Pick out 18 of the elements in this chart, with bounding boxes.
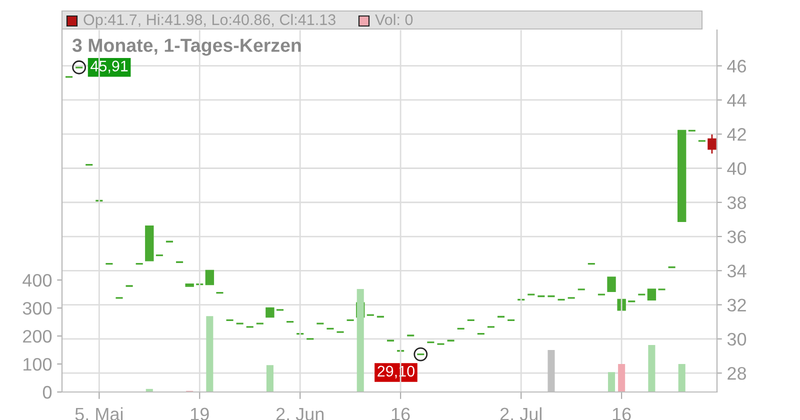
y2-tick-label: 42	[727, 128, 746, 141]
y2-tick-label: 46	[727, 60, 746, 73]
text: Op:41.7, Hi:41.98, Lo:40.86, Cl:41.13	[84, 14, 336, 28]
y-tick-label: 300	[22, 302, 52, 315]
chart-title: 3 Monate, 1-Tages-Kerzen	[72, 38, 301, 56]
y2-tick-label: 28	[728, 366, 746, 380]
y2-tick-label: 36	[727, 230, 746, 244]
y-tick-label: 200	[23, 330, 52, 343]
y-tick-label: 100	[24, 358, 52, 371]
y2-tick-label: 32	[727, 298, 746, 312]
y2-tick-label: 30	[727, 332, 746, 346]
y2-tick-label: 34	[727, 264, 746, 278]
y2-tick-label: 38	[727, 196, 746, 210]
y2-tick-label: 44	[727, 94, 746, 107]
y-tick-label: 0	[42, 386, 52, 399]
text: Vol: 0	[375, 14, 413, 26]
y2-tick-label: 40	[727, 162, 746, 175]
y-tick-label: 400	[22, 274, 52, 287]
